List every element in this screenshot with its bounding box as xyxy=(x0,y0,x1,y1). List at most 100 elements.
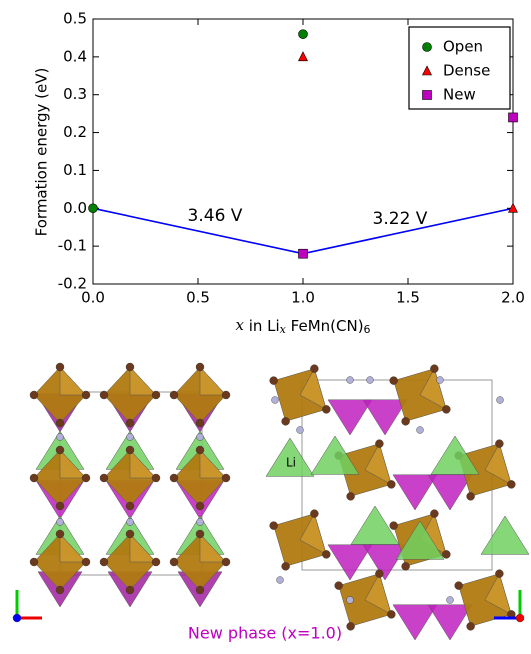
legend-label: New xyxy=(443,86,476,104)
atom xyxy=(272,397,279,404)
atom xyxy=(82,474,90,482)
atom xyxy=(57,519,64,526)
atom xyxy=(387,610,395,618)
y-axis-label: Formation energy (eV) xyxy=(33,68,51,237)
atom xyxy=(467,492,475,500)
atom xyxy=(516,614,524,622)
atom xyxy=(442,405,450,413)
marker xyxy=(423,43,432,52)
atom xyxy=(196,502,204,510)
atom xyxy=(152,558,160,566)
atom xyxy=(197,434,204,441)
legend-label: Open xyxy=(443,38,483,56)
atom xyxy=(495,570,503,578)
atom xyxy=(56,363,64,371)
hull-line xyxy=(93,208,513,253)
structure-panels xyxy=(13,363,529,640)
polyhedron xyxy=(200,367,226,395)
atom xyxy=(56,530,64,538)
atom xyxy=(196,586,204,594)
atom xyxy=(100,391,108,399)
polyhedron xyxy=(428,475,472,510)
polyhedron xyxy=(328,400,372,435)
polyhedron xyxy=(363,545,407,580)
atom xyxy=(170,558,178,566)
polyhedron xyxy=(393,475,437,510)
atom xyxy=(417,427,424,434)
atom xyxy=(430,365,438,373)
atom xyxy=(56,419,64,427)
atom xyxy=(126,586,134,594)
atom xyxy=(467,622,475,630)
atom xyxy=(455,582,463,590)
atom xyxy=(82,391,90,399)
atom xyxy=(270,377,278,385)
atom xyxy=(126,363,134,371)
x-tick-label: 2.0 xyxy=(501,289,525,307)
atom xyxy=(390,522,398,530)
atom xyxy=(82,558,90,566)
atom xyxy=(196,419,204,427)
x-axis-label-part: 6 xyxy=(364,323,371,336)
atom xyxy=(196,446,204,454)
annotation: 3.46 V xyxy=(188,206,243,226)
atom xyxy=(152,391,160,399)
polyhedron xyxy=(393,605,437,640)
atom xyxy=(390,377,398,385)
atom xyxy=(56,502,64,510)
atom xyxy=(277,577,284,584)
marker xyxy=(89,204,98,213)
atom xyxy=(170,391,178,399)
marker xyxy=(509,113,518,122)
atom xyxy=(282,417,290,425)
atom xyxy=(310,510,318,518)
atom-label: Li xyxy=(286,456,296,470)
atom xyxy=(442,550,450,558)
marker xyxy=(299,249,308,258)
marker xyxy=(299,52,308,61)
polyhedron xyxy=(328,545,372,580)
atom xyxy=(335,582,343,590)
atom xyxy=(100,474,108,482)
caption: New phase (x=1.0) xyxy=(188,624,342,643)
atom xyxy=(375,440,383,448)
x-axis-label-part: in Li xyxy=(244,317,280,335)
atom xyxy=(222,558,230,566)
atom xyxy=(13,614,21,622)
polyhedron xyxy=(130,367,156,395)
polyhedron xyxy=(481,516,529,554)
atom xyxy=(282,562,290,570)
atom xyxy=(126,446,134,454)
atom xyxy=(387,480,395,488)
atom xyxy=(126,502,134,510)
atom xyxy=(322,550,330,558)
atom xyxy=(57,434,64,441)
atom xyxy=(367,377,374,384)
polyhedron xyxy=(60,367,86,395)
y-tick-label: 0.5 xyxy=(63,10,87,28)
atom xyxy=(375,570,383,578)
atom xyxy=(30,391,38,399)
y-tick-label: 0.1 xyxy=(63,161,87,179)
atom xyxy=(222,474,230,482)
atom xyxy=(507,480,515,488)
atom xyxy=(197,519,204,526)
atom xyxy=(30,558,38,566)
atom xyxy=(127,519,134,526)
atom xyxy=(437,377,444,384)
atom xyxy=(322,405,330,413)
marker xyxy=(423,91,432,100)
atom xyxy=(152,474,160,482)
y-tick-label: 0.3 xyxy=(63,85,87,103)
x-tick-label: 1.5 xyxy=(396,289,420,307)
y-tick-label: 0.2 xyxy=(63,123,87,141)
atom xyxy=(126,530,134,538)
atom xyxy=(30,474,38,482)
atom xyxy=(56,446,64,454)
atom xyxy=(270,522,278,530)
atom xyxy=(447,597,454,604)
x-axis-label: x in Lix FeMn(CN)6 xyxy=(235,316,370,336)
atom xyxy=(402,417,410,425)
legend-label: Dense xyxy=(443,62,490,80)
atom xyxy=(297,427,304,434)
